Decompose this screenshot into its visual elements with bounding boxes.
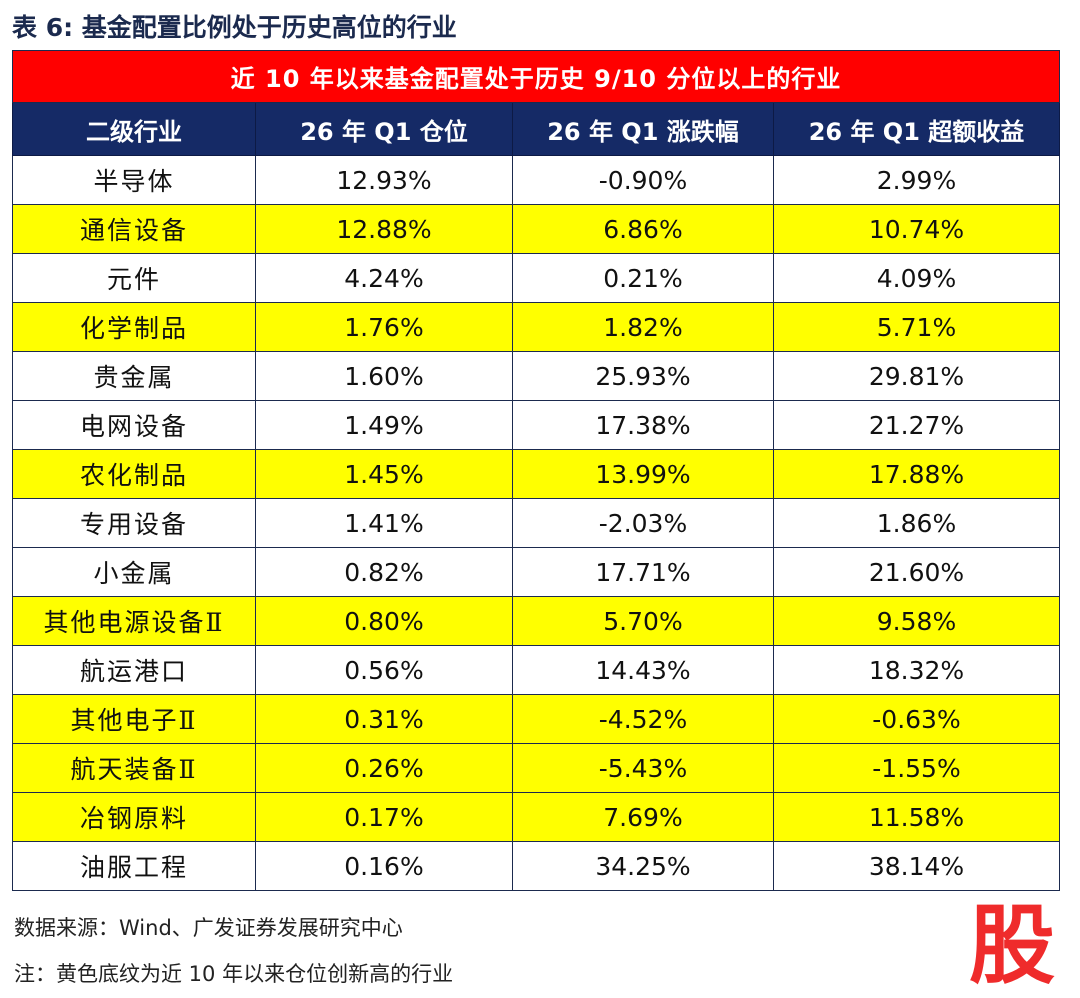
table-row: 小金属 0.82% 17.71% 21.60% bbox=[12, 547, 1060, 597]
cell-position: 0.16% bbox=[255, 841, 513, 891]
cell-industry: 通信设备 bbox=[12, 204, 256, 254]
table-row: 冶钢原料 0.17% 7.69% 11.58% bbox=[12, 792, 1060, 842]
cell-excess-return: 21.60% bbox=[773, 547, 1060, 597]
cell-change: 34.25% bbox=[512, 841, 774, 891]
cell-position: 12.93% bbox=[255, 155, 513, 205]
cell-position: 1.41% bbox=[255, 498, 513, 548]
cell-position: 0.82% bbox=[255, 547, 513, 597]
cell-excess-return: 2.99% bbox=[773, 155, 1060, 205]
table-row: 专用设备 1.41% -2.03% 1.86% bbox=[12, 498, 1060, 548]
table-row: 农化制品 1.45% 13.99% 17.88% bbox=[12, 449, 1060, 499]
cell-industry: 专用设备 bbox=[12, 498, 256, 548]
cell-industry: 航运港口 bbox=[12, 645, 256, 695]
cell-position: 0.31% bbox=[255, 694, 513, 744]
cell-position: 1.49% bbox=[255, 400, 513, 450]
cell-position: 12.88% bbox=[255, 204, 513, 254]
logo-glyph: 股 bbox=[969, 896, 1055, 996]
table-caption: 表 6: 基金配置比例处于历史高位的行业 bbox=[12, 13, 457, 42]
cell-excess-return: 9.58% bbox=[773, 596, 1060, 646]
cell-change: 6.86% bbox=[512, 204, 774, 254]
cell-position: 0.17% bbox=[255, 792, 513, 842]
cell-change: 0.21% bbox=[512, 253, 774, 303]
cell-excess-return: 21.27% bbox=[773, 400, 1060, 450]
cell-excess-return: 10.74% bbox=[773, 204, 1060, 254]
cell-position: 0.26% bbox=[255, 743, 513, 793]
cell-change: -4.52% bbox=[512, 694, 774, 744]
cell-change: -0.90% bbox=[512, 155, 774, 205]
cell-position: 1.60% bbox=[255, 351, 513, 401]
cell-industry: 半导体 bbox=[12, 155, 256, 205]
cell-industry: 贵金属 bbox=[12, 351, 256, 401]
header-industry: 二级行业 bbox=[12, 102, 256, 156]
footnote: 注：黄色底纹为近 10 年以来仓位创新高的行业 bbox=[14, 962, 454, 986]
cell-change: 13.99% bbox=[512, 449, 774, 499]
table-row: 其他电子Ⅱ 0.31% -4.52% -0.63% bbox=[12, 694, 1060, 744]
fund-allocation-table-container: 近 10 年以来基金配置处于历史 9/10 分位以上的行业 二级行业 26 年 … bbox=[12, 50, 1060, 891]
table-row: 航天装备Ⅱ 0.26% -5.43% -1.55% bbox=[12, 743, 1060, 793]
cell-change: 17.38% bbox=[512, 400, 774, 450]
cell-excess-return: 5.71% bbox=[773, 302, 1060, 352]
header-excess-return: 26 年 Q1 超额收益 bbox=[773, 102, 1060, 156]
table-header-row: 二级行业 26 年 Q1 仓位 26 年 Q1 涨跌幅 26 年 Q1 超额收益 bbox=[12, 102, 1060, 156]
cell-position: 0.80% bbox=[255, 596, 513, 646]
table-row: 化学制品 1.76% 1.82% 5.71% bbox=[12, 302, 1060, 352]
cell-excess-return: 38.14% bbox=[773, 841, 1060, 891]
cell-industry: 油服工程 bbox=[12, 841, 256, 891]
cell-industry: 化学制品 bbox=[12, 302, 256, 352]
cell-change: 25.93% bbox=[512, 351, 774, 401]
fund-allocation-table: 近 10 年以来基金配置处于历史 9/10 分位以上的行业 二级行业 26 年 … bbox=[12, 50, 1060, 891]
watermark-logo: 股 bbox=[962, 900, 1062, 992]
cell-change: 1.82% bbox=[512, 302, 774, 352]
table-row: 贵金属 1.60% 25.93% 29.81% bbox=[12, 351, 1060, 401]
cell-excess-return: 29.81% bbox=[773, 351, 1060, 401]
cell-excess-return: 11.58% bbox=[773, 792, 1060, 842]
cell-change: 7.69% bbox=[512, 792, 774, 842]
table-row: 油服工程 0.16% 34.25% 38.14% bbox=[12, 841, 1060, 891]
table-row: 航运港口 0.56% 14.43% 18.32% bbox=[12, 645, 1060, 695]
cell-industry: 电网设备 bbox=[12, 400, 256, 450]
cell-position: 4.24% bbox=[255, 253, 513, 303]
cell-industry: 农化制品 bbox=[12, 449, 256, 499]
cell-change: -5.43% bbox=[512, 743, 774, 793]
table-banner: 近 10 年以来基金配置处于历史 9/10 分位以上的行业 bbox=[12, 50, 1060, 103]
cell-industry: 航天装备Ⅱ bbox=[12, 743, 256, 793]
table-row: 其他电源设备Ⅱ 0.80% 5.70% 9.58% bbox=[12, 596, 1060, 646]
cell-industry: 冶钢原料 bbox=[12, 792, 256, 842]
data-source: 数据来源：Wind、广发证券发展研究中心 bbox=[14, 916, 403, 940]
header-position: 26 年 Q1 仓位 bbox=[255, 102, 513, 156]
cell-industry: 小金属 bbox=[12, 547, 256, 597]
table-row: 元件 4.24% 0.21% 4.09% bbox=[12, 253, 1060, 303]
cell-position: 0.56% bbox=[255, 645, 513, 695]
cell-industry: 其他电源设备Ⅱ bbox=[12, 596, 256, 646]
cell-change: -2.03% bbox=[512, 498, 774, 548]
cell-change: 17.71% bbox=[512, 547, 774, 597]
table-banner-row: 近 10 年以来基金配置处于历史 9/10 分位以上的行业 bbox=[12, 50, 1060, 103]
cell-excess-return: -1.55% bbox=[773, 743, 1060, 793]
cell-change: 14.43% bbox=[512, 645, 774, 695]
table-body: 半导体 12.93% -0.90% 2.99% 通信设备 12.88% 6.86% 10.74… bbox=[12, 155, 1060, 891]
cell-excess-return: 18.32% bbox=[773, 645, 1060, 695]
cell-excess-return: -0.63% bbox=[773, 694, 1060, 744]
cell-excess-return: 4.09% bbox=[773, 253, 1060, 303]
table-row: 通信设备 12.88% 6.86% 10.74% bbox=[12, 204, 1060, 254]
header-change: 26 年 Q1 涨跌幅 bbox=[512, 102, 774, 156]
cell-industry: 其他电子Ⅱ bbox=[12, 694, 256, 744]
cell-position: 1.45% bbox=[255, 449, 513, 499]
cell-excess-return: 17.88% bbox=[773, 449, 1060, 499]
cell-industry: 元件 bbox=[12, 253, 256, 303]
table-row: 半导体 12.93% -0.90% 2.99% bbox=[12, 155, 1060, 205]
table-row: 电网设备 1.49% 17.38% 21.27% bbox=[12, 400, 1060, 450]
cell-position: 1.76% bbox=[255, 302, 513, 352]
cell-change: 5.70% bbox=[512, 596, 774, 646]
cell-excess-return: 1.86% bbox=[773, 498, 1060, 548]
